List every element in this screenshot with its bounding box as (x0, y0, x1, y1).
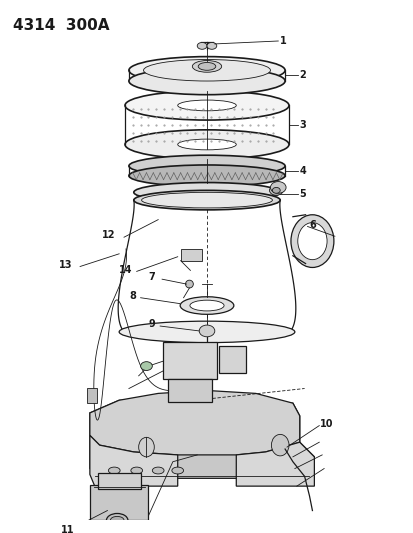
Ellipse shape (119, 321, 294, 343)
Ellipse shape (106, 513, 128, 527)
Ellipse shape (128, 67, 285, 95)
Ellipse shape (128, 56, 285, 84)
Ellipse shape (133, 182, 280, 202)
Ellipse shape (272, 188, 280, 193)
Ellipse shape (110, 516, 124, 524)
Ellipse shape (171, 467, 183, 474)
Bar (168, 379, 211, 402)
Ellipse shape (270, 182, 285, 193)
Bar (87, 387, 97, 403)
Text: 12: 12 (101, 230, 115, 240)
Ellipse shape (138, 437, 154, 457)
Polygon shape (236, 442, 313, 486)
Text: 14: 14 (119, 265, 132, 276)
Text: 13: 13 (59, 260, 72, 270)
Text: 8: 8 (128, 291, 135, 301)
Ellipse shape (133, 190, 280, 210)
Ellipse shape (131, 467, 142, 474)
Ellipse shape (206, 43, 216, 49)
Text: 11: 11 (60, 525, 74, 533)
Text: 3: 3 (299, 120, 306, 130)
Ellipse shape (197, 43, 206, 49)
Text: 7: 7 (148, 272, 155, 282)
Ellipse shape (198, 62, 215, 70)
Ellipse shape (125, 91, 288, 120)
Ellipse shape (192, 61, 221, 72)
Ellipse shape (141, 192, 272, 208)
Ellipse shape (143, 60, 270, 81)
Text: 4314  300A: 4314 300A (13, 18, 109, 33)
Ellipse shape (128, 155, 285, 176)
Text: 4: 4 (299, 166, 306, 176)
Ellipse shape (199, 325, 214, 337)
Bar (163, 342, 216, 379)
Ellipse shape (108, 467, 120, 474)
Text: 2: 2 (299, 70, 306, 80)
Bar (180, 249, 202, 261)
Ellipse shape (290, 215, 333, 268)
Bar (218, 345, 245, 373)
Ellipse shape (190, 300, 223, 311)
Text: 9: 9 (148, 319, 155, 329)
Ellipse shape (128, 165, 285, 187)
Ellipse shape (271, 434, 288, 456)
Ellipse shape (180, 297, 233, 314)
Ellipse shape (140, 362, 152, 370)
Text: 10: 10 (320, 418, 333, 429)
Ellipse shape (185, 280, 193, 288)
Bar (97, 473, 140, 489)
Bar (90, 485, 148, 520)
Text: 1: 1 (280, 36, 286, 46)
Text: 6: 6 (309, 220, 316, 230)
Polygon shape (90, 435, 177, 486)
Polygon shape (90, 400, 313, 478)
Ellipse shape (297, 223, 326, 260)
Text: 5: 5 (299, 189, 306, 199)
Ellipse shape (177, 100, 236, 111)
Ellipse shape (177, 139, 236, 150)
Ellipse shape (125, 130, 288, 159)
Ellipse shape (152, 467, 164, 474)
Ellipse shape (269, 185, 282, 195)
Polygon shape (90, 391, 299, 455)
